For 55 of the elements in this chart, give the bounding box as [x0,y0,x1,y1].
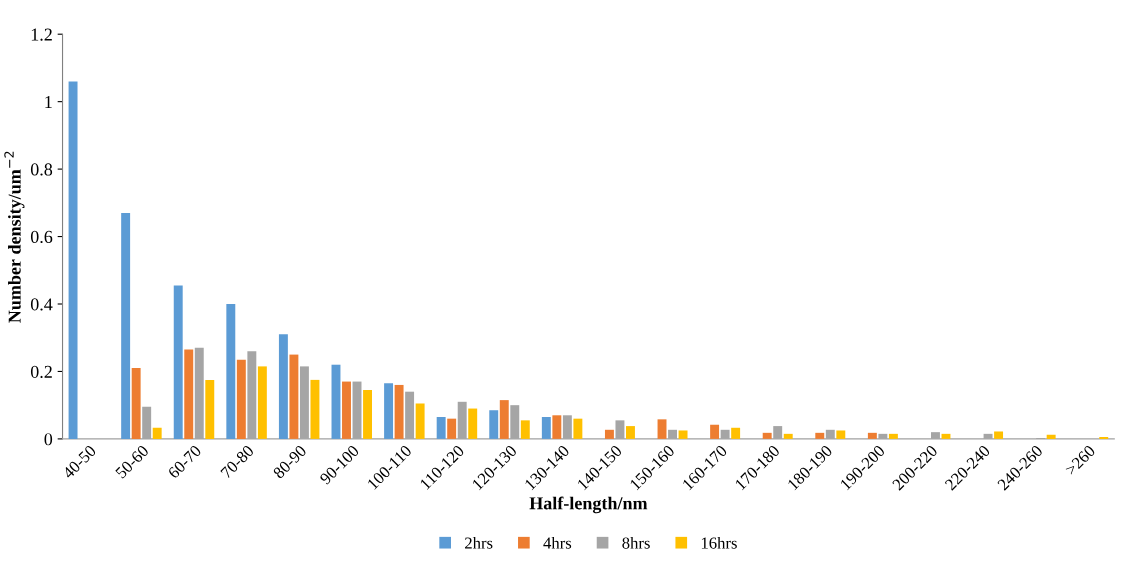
bar [604,429,614,439]
bar [257,366,267,439]
legend-label: 16hrs [701,536,737,549]
bar [815,432,825,439]
bar [173,285,183,439]
legend-label: 4hrs [543,536,572,549]
bar [447,418,457,439]
y-tick-label: 0.4 [30,298,53,311]
bar [867,432,877,439]
bar [1046,434,1056,439]
bar [626,426,635,439]
bar [836,430,846,439]
y-tick-label: 0.8 [30,163,53,176]
legend-label: 2hrs [465,536,493,549]
bar [415,403,425,439]
bar [184,349,194,439]
y-tick-label: 0.6 [30,230,53,244]
bar [205,379,215,439]
bar [278,334,288,439]
bar [731,427,741,439]
y-tick-label: 0.2 [30,365,52,378]
y-tick-label: 0 [44,433,53,446]
bar [363,390,373,439]
bar [236,359,246,439]
bar [1099,436,1109,439]
bar [499,400,509,439]
bar [888,433,898,439]
bar [657,419,667,439]
bar [489,410,499,439]
bar [573,418,583,439]
bar [152,427,162,439]
bar [552,415,562,439]
x-axis-title: Half-length/nm [529,496,648,514]
bar [762,432,772,439]
y-tick-label: 1 [45,95,52,108]
bar [342,381,351,439]
bar [436,416,446,439]
bar [994,431,1004,439]
bar [520,420,530,439]
bar [710,424,720,439]
bar [131,368,141,439]
bar [394,384,404,439]
bar [226,304,236,439]
y-axis-title: Number density/um$^{−2}$ [4,151,25,323]
legend-label: 8hrs [622,536,650,549]
bar [468,408,478,439]
bar [310,379,320,439]
bar [384,383,394,439]
y-tick-label: 1.2 [31,28,52,41]
bar [783,433,793,439]
bar [121,212,131,439]
bar [289,354,299,439]
bar [678,430,688,439]
bar [68,81,78,439]
bar [541,416,551,439]
